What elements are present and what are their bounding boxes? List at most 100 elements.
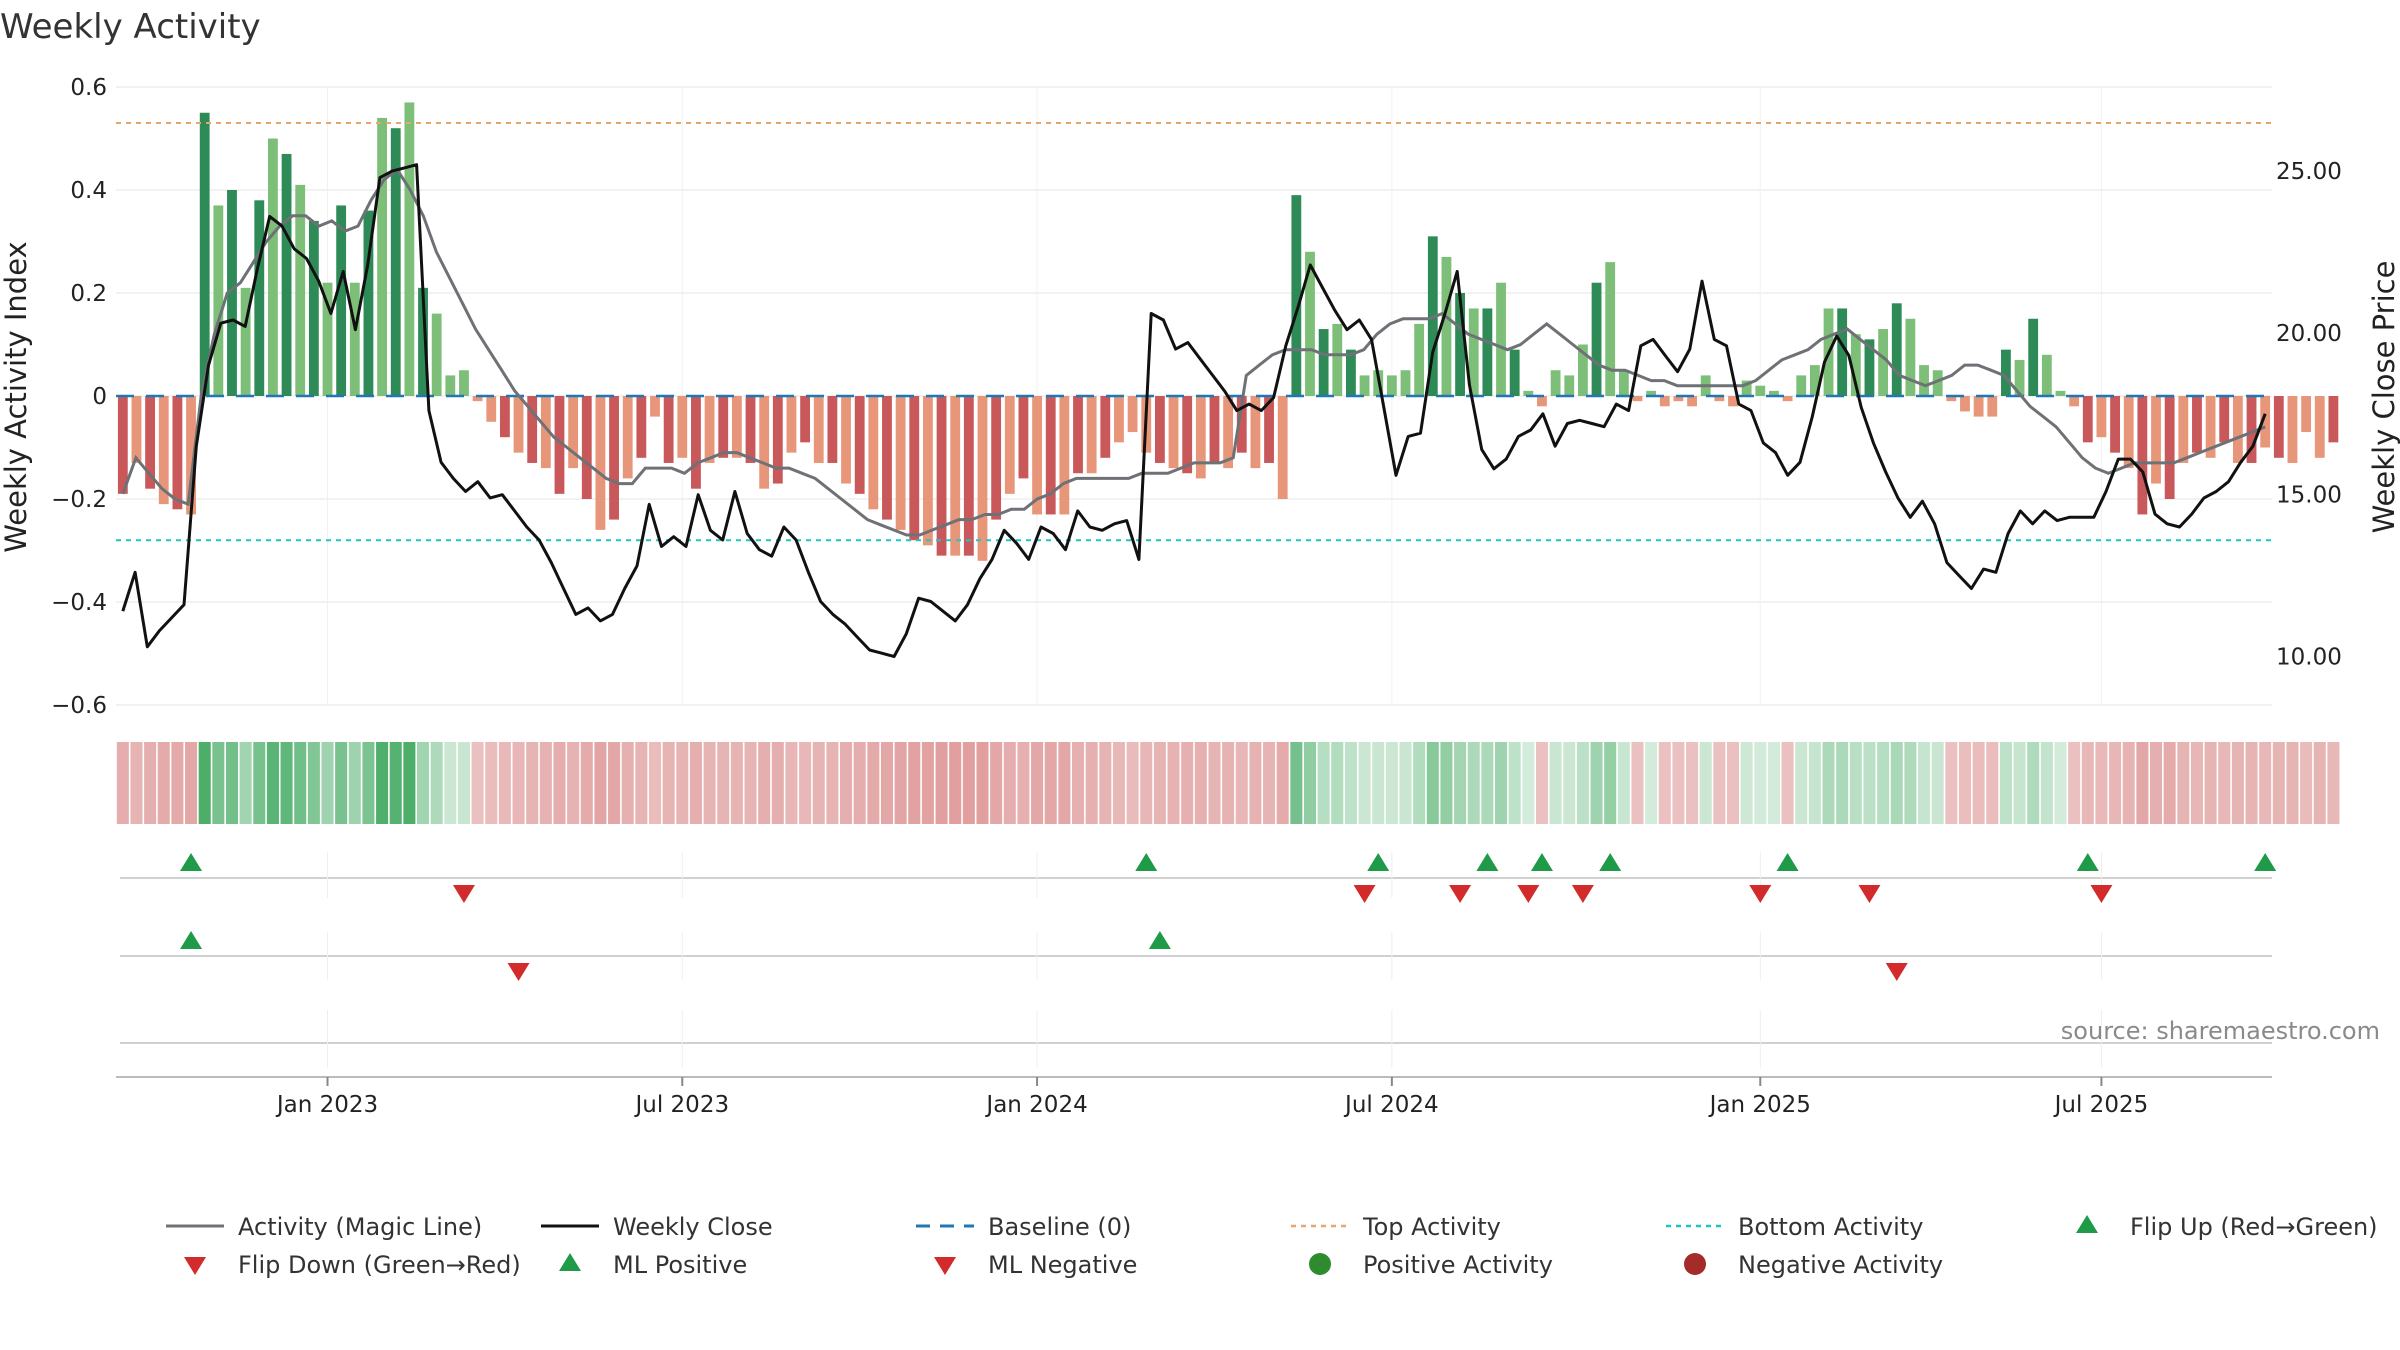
- heat-cell: [1126, 742, 1139, 824]
- activity-bar: [800, 396, 811, 443]
- activity-bar: [677, 396, 688, 458]
- legend-label: ML Positive: [613, 1251, 747, 1279]
- x-axis: Jan 2023 Jul 2023 Jan 2024 Jul 2024 Jan 2025…: [116, 1076, 2272, 1118]
- heat-cell: [376, 742, 389, 824]
- activity-bar: [1659, 396, 1670, 407]
- activity-bar: [390, 128, 401, 396]
- activity-bar: [322, 282, 333, 396]
- heat-cell: [1003, 742, 1016, 824]
- flip-down-marker: [2090, 885, 2113, 903]
- flip-down-marker: [1517, 885, 1540, 903]
- activity-bar: [1059, 396, 1070, 515]
- activity-bar: [1809, 365, 1820, 396]
- activity-bar: [813, 396, 824, 463]
- legend-label: Weekly Close: [613, 1213, 773, 1241]
- activity-bar: [2137, 396, 2148, 515]
- heat-cell: [1795, 742, 1808, 824]
- heat-cell: [921, 742, 934, 824]
- activity-bar: [1891, 303, 1902, 396]
- heat-cell: [1672, 742, 1685, 824]
- heat-cell: [1604, 742, 1617, 824]
- heat-cell: [2136, 742, 2149, 824]
- heat-cell: [1836, 742, 1849, 824]
- activity-bar: [2192, 396, 2202, 453]
- activity-bar: [2246, 396, 2257, 463]
- heat-cell: [225, 742, 239, 824]
- activity-bar: [1305, 251, 1315, 396]
- heat-cell: [2300, 742, 2313, 824]
- legend-entry: ML Negative: [934, 1251, 1137, 1279]
- activity-bar: [431, 313, 442, 396]
- signal-marker-rows: [120, 852, 2277, 1068]
- activity-bar: [718, 396, 729, 458]
- activity-bar: [1468, 308, 1479, 396]
- legend-entry: Negative Activity: [1684, 1251, 1943, 1279]
- heat-cell: [171, 742, 184, 824]
- left-tick-label: −0.6: [51, 693, 107, 719]
- heat-cell: [266, 742, 279, 824]
- activity-bar: [472, 396, 483, 402]
- activity-bar: [650, 396, 660, 417]
- activity-bar: [1154, 396, 1165, 463]
- activity-bar: [1564, 375, 1575, 396]
- heat-cell: [1235, 742, 1248, 824]
- activity-bar: [2219, 396, 2230, 443]
- heat-cell: [2272, 742, 2285, 824]
- heat-cell: [1440, 742, 1453, 824]
- heat-cell: [539, 742, 552, 824]
- heat-cell: [198, 742, 211, 824]
- heat-cell: [307, 742, 320, 824]
- legend-entry: ML Positive: [559, 1251, 747, 1279]
- activity-bar: [1741, 380, 1752, 396]
- legend-swatch-down-triangle: [184, 1257, 206, 1275]
- heat-cell: [2245, 742, 2258, 824]
- heat-cell: [1290, 742, 1303, 824]
- activity-bar: [909, 396, 920, 541]
- legend: Activity (Magic Line) Weekly Close Baselin…: [166, 1213, 2378, 1279]
- left-axis-ticks: 0.6 0.4 0.2 0 −0.2 −0.4 −0.6: [51, 75, 107, 719]
- left-tick-label: 0: [92, 384, 107, 410]
- heat-cell: [1112, 742, 1125, 824]
- heat-cell: [949, 742, 962, 824]
- flip-up-marker: [2076, 853, 2099, 871]
- heat-cell: [1999, 742, 2012, 824]
- activity-bar: [240, 287, 251, 396]
- activity-bar: [499, 396, 510, 438]
- heat-cell: [1808, 742, 1821, 824]
- flip-down-marker: [1749, 885, 1772, 903]
- activity-bar: [268, 138, 278, 396]
- heat-cell: [580, 742, 593, 824]
- x-tick-label: Jul 2024: [1343, 1092, 1439, 1118]
- activity-bar: [691, 396, 701, 489]
- heat-cell: [894, 742, 907, 824]
- activity-bar: [1687, 396, 1697, 407]
- activity-bar: [1018, 396, 1029, 479]
- heat-cell: [2327, 742, 2340, 824]
- heat-cell: [1563, 742, 1576, 824]
- heat-cell: [2163, 742, 2176, 824]
- heat-cell: [976, 742, 989, 824]
- heat-cell: [471, 742, 484, 824]
- legend-swatch-circle: [1684, 1253, 1706, 1275]
- activity-bar: [759, 396, 770, 489]
- activity-bar: [2151, 396, 2161, 484]
- heat-cell: [2122, 742, 2135, 824]
- activity-bar: [1114, 396, 1124, 443]
- activity-bar: [1973, 396, 1984, 417]
- activity-bars: [117, 102, 2339, 561]
- heat-cell: [880, 742, 893, 824]
- ml-negative-marker: [1885, 963, 1908, 981]
- activity-bar: [1932, 370, 1943, 396]
- activity-bar: [2273, 396, 2284, 458]
- activity-bar: [1332, 323, 1343, 396]
- flip-down-marker: [1449, 885, 1472, 903]
- activity-bar: [363, 210, 374, 396]
- activity-bar: [131, 396, 142, 463]
- heat-cell: [567, 742, 580, 824]
- activity-bar: [895, 396, 906, 530]
- legend-entry: Baseline (0): [916, 1213, 1131, 1241]
- heat-cell: [1877, 742, 1890, 824]
- heat-cell: [116, 742, 129, 824]
- activity-bar: [2000, 349, 2011, 396]
